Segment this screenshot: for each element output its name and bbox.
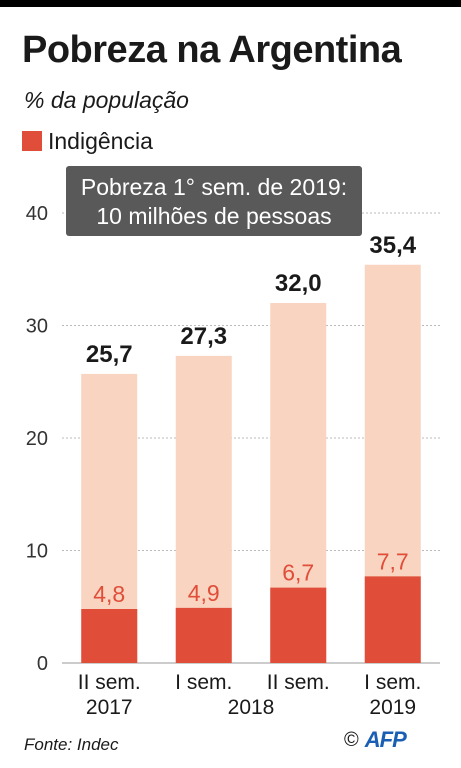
afp-logo: AFP (364, 727, 407, 752)
annotation-box: Pobreza 1° sem. de 2019: 10 milhões de p… (66, 166, 362, 236)
annotation-line-1: Pobreza 1° sem. de 2019: (80, 174, 348, 200)
source-note: Fonte: Indec (24, 735, 119, 754)
y-tick-label: 20 (26, 428, 48, 450)
x-tick-label: II sem. (78, 671, 141, 694)
indigence-bar (270, 587, 327, 663)
chart-title: Pobreza na Argentina (22, 29, 402, 71)
indigence-bar (364, 576, 421, 663)
x-year-label: 2017 (86, 696, 133, 719)
chart-subtitle: % da população (24, 87, 189, 113)
indigence-value-label: 6,7 (282, 560, 314, 586)
legend: Indigência (22, 126, 153, 156)
poverty-value-label: 32,0 (275, 270, 322, 297)
y-tick-label: 0 (37, 653, 48, 675)
y-tick-label: 10 (26, 541, 48, 563)
credit: © AFP (344, 726, 407, 754)
indigence-bar (175, 607, 232, 663)
copyright-symbol: © (344, 729, 359, 751)
legend-swatch-indigence (22, 131, 42, 151)
indigence-value-label: 7,7 (377, 548, 409, 574)
indigence-value-label: 4,9 (188, 580, 220, 606)
x-year-label: 2019 (369, 696, 416, 719)
poverty-value-label: 25,7 (86, 341, 133, 368)
x-year-label: 2018 (228, 696, 275, 719)
poverty-value-label: 35,4 (369, 232, 416, 259)
y-tick-label: 30 (26, 316, 48, 338)
indigence-value-label: 4,8 (93, 581, 125, 607)
legend-label-indigence: Indigência (48, 128, 153, 154)
indigence-bar (81, 609, 138, 663)
x-tick-label: II sem. (267, 671, 330, 694)
poverty-value-label: 27,3 (180, 323, 227, 350)
x-tick-label: I sem. (175, 671, 232, 694)
annotation-line-2: 10 milhões de pessoas (96, 203, 332, 229)
x-tick-label: I sem. (364, 671, 421, 694)
top-bar (0, 0, 461, 7)
y-tick-label: 40 (26, 203, 48, 225)
